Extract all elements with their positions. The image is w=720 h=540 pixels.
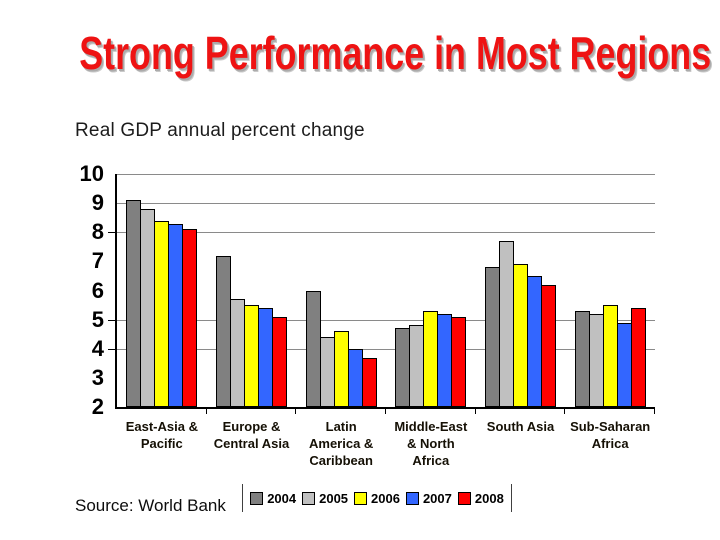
bar-2006-category-3 <box>333 331 349 407</box>
bar-2004-category-2 <box>215 255 231 407</box>
bar-2008-category-4 <box>451 316 467 407</box>
slide-title: Strong Performance in Most Regions <box>79 27 712 79</box>
legend-swatch-2008 <box>457 491 471 505</box>
bar-2004-category-6 <box>574 310 590 407</box>
legend-swatch-2006 <box>354 491 368 505</box>
bar-group-4 <box>386 174 476 407</box>
bar-2006-category-6 <box>602 305 618 407</box>
bar-2004-category-3 <box>305 290 321 407</box>
y-tick-label-5: 5 <box>91 306 104 332</box>
gridline-8 <box>117 232 655 234</box>
y-tick-label-8: 8 <box>91 219 104 245</box>
bar-2004-category-5 <box>484 267 500 407</box>
bar-2006-category-5 <box>512 264 528 407</box>
bar-2008-category-2 <box>271 316 287 407</box>
bar-2004-category-1 <box>126 200 142 407</box>
bar-2005-category-4 <box>409 325 425 407</box>
chart-legend: 2004 2005 2006 2007 2008 <box>242 484 512 512</box>
y-tick-label-6: 6 <box>91 277 104 303</box>
bar-2006-category-2 <box>243 305 259 407</box>
x-category-label-3: Latin America & Caribbean <box>309 419 374 468</box>
x-category-label-4: Middle-East & North Africa <box>394 419 468 468</box>
bar-group-3 <box>296 174 386 407</box>
y-axis-tick-8 <box>108 232 115 234</box>
bar-group-2 <box>207 174 297 407</box>
legend-swatch-2005 <box>302 491 316 505</box>
bar-2005-category-1 <box>140 208 156 407</box>
gridline-10 <box>117 174 655 175</box>
legend-label-2007: 2007 <box>422 490 452 506</box>
legend-label-2006: 2006 <box>371 490 400 506</box>
bar-2005-category-5 <box>498 241 514 407</box>
x-category-label-6: Sub-Saharan Africa <box>570 419 651 451</box>
legend-swatch-2007 <box>405 491 419 505</box>
x-axis-tick <box>385 409 386 414</box>
bar-2004-category-4 <box>395 328 411 407</box>
y-axis-tick-4 <box>108 348 115 350</box>
bar-group-5 <box>476 174 566 407</box>
bar-2005-category-2 <box>229 299 245 407</box>
gridline-9 <box>117 203 655 205</box>
plot-area <box>108 174 655 414</box>
bar-2008-category-1 <box>182 229 198 407</box>
legend-label-2004: 2004 <box>267 490 297 506</box>
y-tick-label-4: 4 <box>91 335 104 361</box>
x-axis-tick <box>295 409 297 414</box>
bar-2008-category-5 <box>540 284 556 407</box>
y-axis-tick-5 <box>108 319 115 321</box>
legend-item-2005: 2005 <box>302 491 348 506</box>
bar-2007-category-2 <box>257 307 273 407</box>
source-note: Source: World Bank <box>75 496 226 515</box>
y-tick-label-10: 10 <box>79 161 104 186</box>
chart-subtitle: Real GDP annual percent change <box>75 120 365 141</box>
x-axis-tick <box>205 409 207 414</box>
legend-label-2008: 2008 <box>474 490 504 506</box>
legend-item-2008: 2008 <box>457 490 504 506</box>
y-tick-label-3: 3 <box>91 364 104 390</box>
bar-2005-category-3 <box>319 337 335 407</box>
bar-2007-category-3 <box>347 348 363 407</box>
gridline-5 <box>117 319 655 321</box>
bar-2007-category-6 <box>616 322 632 407</box>
x-category-label-5: South Asia <box>486 419 555 434</box>
bar-2005-category-6 <box>588 313 604 407</box>
gridline-4 <box>117 348 655 350</box>
bar-2006-category-4 <box>423 310 439 407</box>
x-category-label-1: East-Asia & Pacific <box>125 419 198 451</box>
y-tick-label-2: 2 <box>91 394 104 419</box>
legend-swatch-2004 <box>250 491 264 505</box>
bar-2006-category-1 <box>154 220 170 407</box>
x-axis-tick <box>474 409 476 414</box>
bar-group-1 <box>117 174 207 407</box>
y-tick-label-9: 9 <box>91 190 104 216</box>
bar-2007-category-1 <box>168 223 184 407</box>
bar-2008-category-6 <box>630 307 646 407</box>
x-category-label-2: Europe & Central Asia <box>213 419 290 451</box>
x-axis-tick <box>564 409 566 414</box>
legend-item-2006: 2006 <box>354 491 400 506</box>
bar-group-6 <box>565 174 655 407</box>
bar-2008-category-3 <box>361 357 377 407</box>
legend-item-2004: 2004 <box>250 491 296 506</box>
y-tick-label-7: 7 <box>91 248 104 274</box>
x-axis-tick <box>654 409 655 414</box>
legend-label-2005: 2005 <box>319 490 349 506</box>
legend-item-2007: 2007 <box>405 490 452 506</box>
bar-2007-category-5 <box>526 275 542 407</box>
bar-2007-category-4 <box>437 313 453 407</box>
